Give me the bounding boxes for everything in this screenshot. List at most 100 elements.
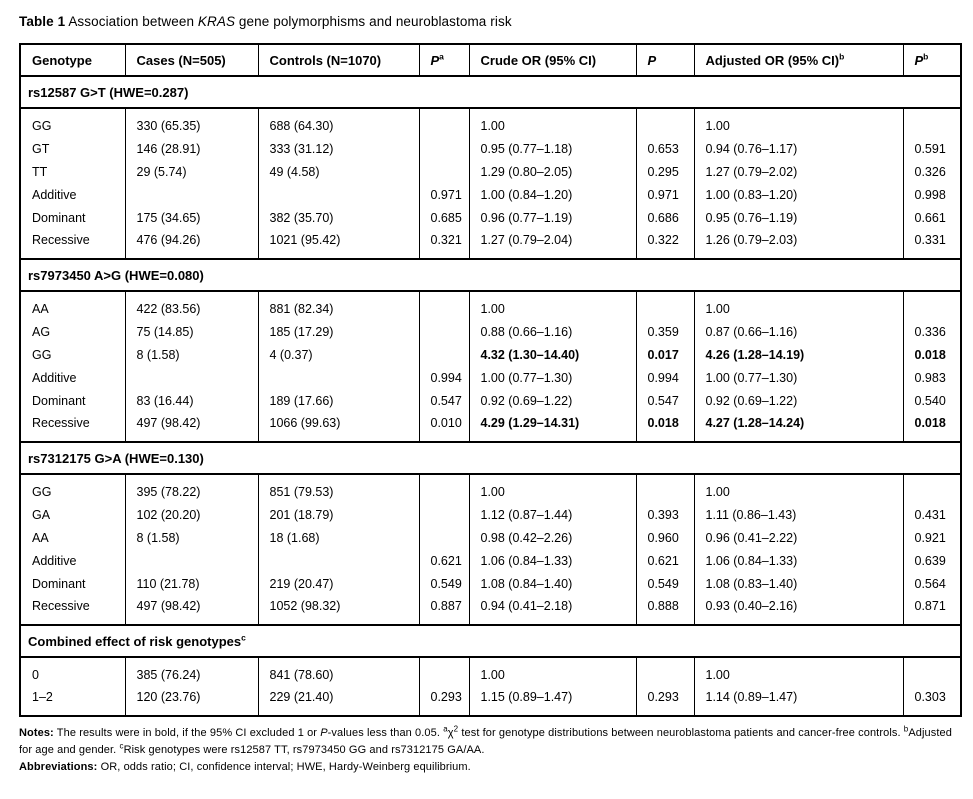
- footnote-marker-b: b: [903, 724, 909, 734]
- table-cell: 0.983: [902, 366, 961, 389]
- table-cell: 851 (79.53): [257, 474, 419, 503]
- p-italic: P: [320, 727, 328, 739]
- table-cell: 1.14 (0.89–1.47): [693, 686, 903, 716]
- table-cell: GT: [32, 141, 50, 156]
- table-cell: 0.92 (0.69–1.22): [693, 389, 903, 412]
- table-cell: 219 (20.47): [257, 572, 419, 595]
- table-cell: 102 (20.20): [124, 503, 258, 526]
- table-cell: 1.12 (0.87–1.44): [468, 503, 636, 526]
- table-cell: 0.018: [902, 412, 961, 442]
- table-cell: 1.00: [468, 291, 636, 320]
- table-cell: [124, 183, 258, 206]
- table-cell: [257, 549, 419, 572]
- table-cell: 0.621: [635, 549, 694, 572]
- table-cell: 688 (64.30): [257, 108, 419, 137]
- section-header-label: Combined effect of risk genotypes: [28, 633, 242, 649]
- table-cell: 1.00 (0.77–1.30): [693, 366, 903, 389]
- table-cell: 0.018: [902, 343, 961, 366]
- table-cell: [902, 108, 961, 137]
- table-cell: 0.994: [635, 366, 694, 389]
- table-row: GG 395 (78.22) 851 (79.53) 1.00 1.00: [20, 474, 961, 503]
- section-header-cell: rs7312175 G>A (HWE=0.130): [20, 441, 961, 475]
- section-header-label: rs7312175 G>A (HWE=0.130): [28, 450, 204, 466]
- table-row: AG 75 (14.85) 185 (17.29) 0.88 (0.66–1.16) 0…: [20, 320, 961, 343]
- table-cell: 0.887: [418, 595, 469, 625]
- chi-symbol: χ: [447, 727, 454, 739]
- table-cell: [635, 108, 694, 137]
- table-cell: 881 (82.34): [257, 291, 419, 320]
- table-row: Recessive 497 (98.42) 1066 (99.63) 0.010 4.2…: [20, 412, 961, 442]
- table-number: Table 1: [19, 14, 66, 29]
- section-header-label: rs12587 G>T (HWE=0.287): [28, 84, 189, 100]
- section-header-row: Combined effect of risk genotypesc: [20, 624, 961, 658]
- table-cell: [418, 320, 469, 343]
- table-row: Dominant 175 (34.65) 382 (35.70) 0.685 0.96 …: [20, 206, 961, 229]
- table-row: GA 102 (20.20) 201 (18.79) 1.12 (0.87–1.44)…: [20, 503, 961, 526]
- table-cell: 1.00: [693, 657, 903, 686]
- table-cell: 385 (76.24): [124, 657, 258, 686]
- table-cell: 0.95 (0.77–1.18): [468, 137, 636, 160]
- table-cell: [902, 657, 961, 686]
- table-cell: 0.336: [902, 320, 961, 343]
- table-cell: 4.27 (1.28–14.24): [693, 412, 903, 442]
- table-cell: 0.564: [902, 572, 961, 595]
- table-cell: 382 (35.70): [257, 206, 419, 229]
- table-cell: 330 (65.35): [124, 108, 258, 137]
- table-row: Additive 0.971 1.00 (0.84–1.20) 0.971 1.00 (…: [20, 183, 961, 206]
- table-cell: 0.88 (0.66–1.16): [468, 320, 636, 343]
- footnote-marker-c: c: [119, 741, 124, 751]
- col-header-p-b: Pb: [902, 44, 961, 77]
- table-cell: [635, 291, 694, 320]
- table-cell: 0.96 (0.41–2.22): [693, 526, 903, 549]
- table-cell: 1.08 (0.84–1.40): [468, 572, 636, 595]
- table-cell: [418, 503, 469, 526]
- col-header-p: P: [635, 44, 694, 77]
- table-cell: 1.00: [468, 108, 636, 137]
- abbreviations-label: Abbreviations:: [19, 761, 98, 773]
- table-cell: 0.661: [902, 206, 961, 229]
- table-cell: 1.00: [468, 474, 636, 503]
- table-cell: Recessive: [32, 599, 90, 613]
- table-cell: [418, 160, 469, 183]
- table-cell: Additive: [32, 187, 77, 202]
- table-row: AA 8 (1.58) 18 (1.68) 0.98 (0.42–2.26) 0.960…: [20, 526, 961, 549]
- table-cell: 1021 (95.42): [257, 229, 419, 259]
- table-cell: AA: [32, 302, 49, 316]
- table-cell: [635, 657, 694, 686]
- table-row: Dominant 110 (21.78) 219 (20.47) 0.549 1.08 …: [20, 572, 961, 595]
- table-cell: 0.639: [902, 549, 961, 572]
- table-cell: 189 (17.66): [257, 389, 419, 412]
- table-cell: 0.685: [418, 206, 469, 229]
- table-cell: 0.94 (0.41–2.18): [468, 595, 636, 625]
- table-cell: [418, 657, 469, 686]
- section-header-row: rs7973450 A>G (HWE=0.080): [20, 258, 961, 292]
- paper-table-figure: Table 1 Association between KRAS gene po…: [19, 14, 962, 773]
- table-cell: GG: [32, 347, 52, 362]
- table-row: 0 385 (76.24) 841 (78.60) 1.00 1.00: [20, 657, 961, 686]
- table-cell: 0.686: [635, 206, 694, 229]
- table-cell: 0.871: [902, 595, 961, 625]
- table-cell: 110 (21.78): [124, 572, 258, 595]
- table-cell: 0.998: [902, 183, 961, 206]
- table-cell: 4.32 (1.30–14.40): [468, 343, 636, 366]
- table-cell: 18 (1.68): [257, 526, 419, 549]
- table-cell: Recessive: [32, 233, 90, 247]
- table-cell: 0.321: [418, 229, 469, 259]
- gene-name: KRAS: [197, 14, 236, 29]
- col-header-cases: Cases (N=505): [124, 44, 258, 77]
- table-cell: 175 (34.65): [124, 206, 258, 229]
- table-cell: 0.971: [635, 183, 694, 206]
- association-table: Genotype Cases (N=505) Controls (N=1070)…: [19, 43, 962, 717]
- table-cell: 0.621: [418, 549, 469, 572]
- table-cell: 0.95 (0.76–1.19): [693, 206, 903, 229]
- table-cell: 0.549: [418, 572, 469, 595]
- table-cell: 0.547: [418, 389, 469, 412]
- table-cell: 0.295: [635, 160, 694, 183]
- table-cell: [418, 474, 469, 503]
- section-header-row: rs12587 G>T (HWE=0.287): [20, 75, 961, 109]
- table-cell: 1.11 (0.86–1.43): [693, 503, 903, 526]
- table-cell: 422 (83.56): [124, 291, 258, 320]
- table-cell: 1.29 (0.80–2.05): [468, 160, 636, 183]
- table-cell: 0.010: [418, 412, 469, 442]
- table-cell: 0.888: [635, 595, 694, 625]
